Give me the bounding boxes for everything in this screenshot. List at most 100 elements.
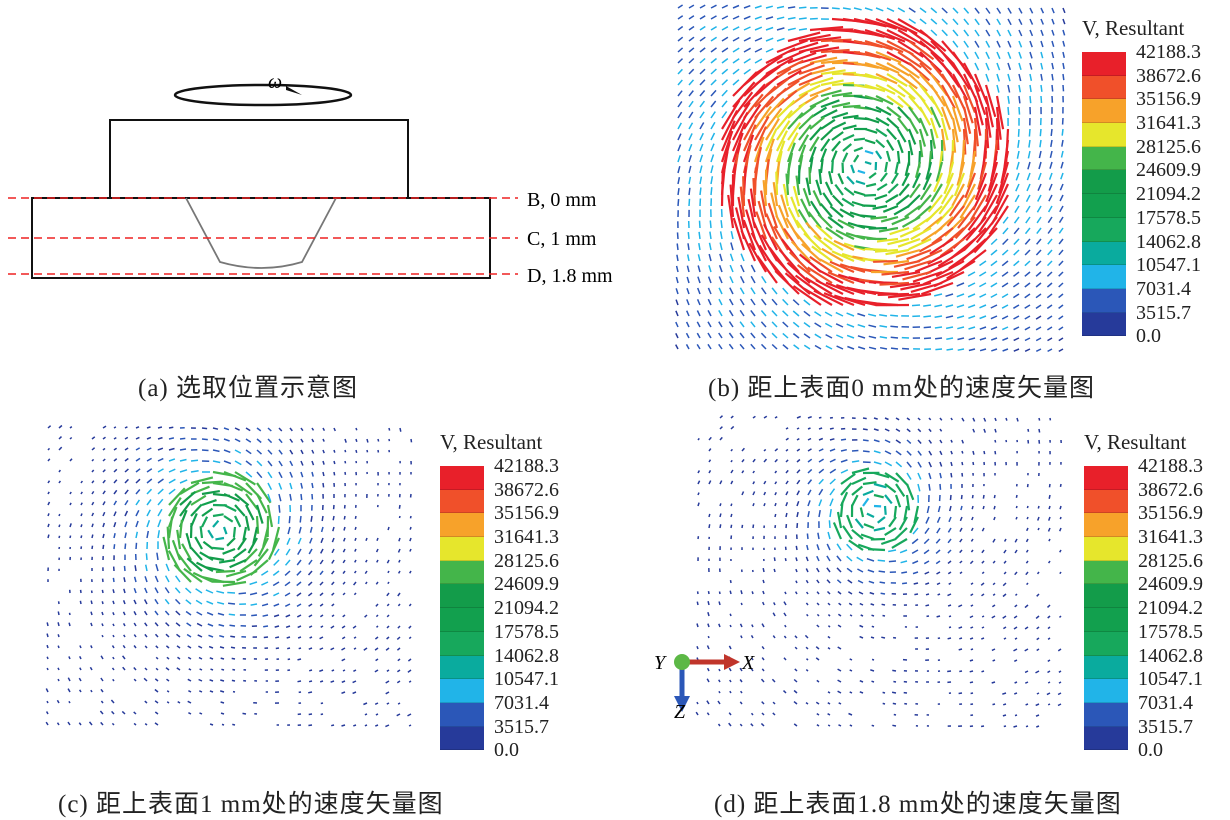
velocity-vector [751, 591, 754, 595]
caption-c: (c) 距上表面1 mm处的速度矢量图 [58, 791, 444, 818]
velocity-vector [1059, 505, 1062, 510]
velocity-vector [956, 304, 965, 309]
velocity-vector [926, 505, 930, 514]
velocity-vector [186, 633, 192, 638]
velocity-vector [754, 105, 772, 130]
velocity-vector [699, 100, 706, 108]
velocity-vector [959, 571, 963, 575]
velocity-vector [895, 439, 902, 444]
velocity-vector [135, 499, 141, 506]
velocity-vector [232, 526, 237, 538]
velocity-vector [102, 436, 106, 440]
velocity-vector [994, 450, 997, 455]
velocity-vector [256, 493, 268, 514]
velocity-vector [938, 194, 954, 215]
velocity-vector [985, 18, 991, 26]
velocity-vector [952, 29, 959, 37]
velocity-vector [1047, 337, 1053, 342]
rotation-arrowhead [286, 86, 302, 95]
velocity-vector [729, 590, 732, 595]
velocity-vector [857, 346, 866, 350]
velocity-vector [939, 472, 942, 479]
velocity-vector [879, 581, 886, 584]
velocity-vector [1001, 304, 1009, 309]
velocity-vector [398, 515, 401, 519]
velocity-vector [285, 614, 291, 618]
velocity-vector [874, 248, 899, 253]
velocity-vector [936, 527, 941, 534]
velocity-vector [699, 90, 706, 97]
velocity-vector [765, 128, 778, 152]
velocity-vector [123, 565, 126, 572]
velocity-vector [873, 526, 886, 532]
velocity-vector [1025, 703, 1029, 706]
legend-swatch [440, 513, 484, 538]
velocity-vector [706, 667, 710, 672]
velocity-vector [773, 568, 776, 573]
velocity-vector [760, 678, 765, 683]
velocity-vector [297, 658, 302, 661]
velocity-vector [762, 601, 765, 606]
velocity-vector [796, 427, 800, 430]
velocity-vector [111, 667, 115, 671]
velocity-vector [386, 559, 390, 564]
velocity-vector [910, 281, 943, 293]
velocity-vector [375, 614, 379, 618]
velocity-vector [155, 667, 159, 671]
velocity-vector [256, 460, 263, 467]
velocity-vector [688, 133, 693, 141]
velocity-vector [904, 205, 921, 218]
velocity-vector [863, 523, 875, 530]
velocity-vector [201, 449, 209, 452]
velocity-vector [962, 84, 977, 114]
velocity-vector [707, 623, 710, 628]
velocity-vector [800, 198, 811, 218]
velocity-vector [981, 593, 985, 597]
velocity-vector [215, 536, 225, 541]
velocity-vector [46, 667, 49, 671]
velocity-vector [981, 670, 985, 673]
velocity-vector [918, 238, 943, 253]
velocity-vector [112, 600, 115, 605]
velocity-vector [721, 99, 741, 130]
velocity-vector [146, 530, 150, 539]
velocity-vector [1051, 51, 1055, 59]
legend-swatch [440, 608, 484, 632]
velocity-vector [688, 165, 692, 174]
velocity-vector [1007, 106, 1010, 115]
velocity-vector [341, 680, 346, 683]
velocity-vector [782, 344, 789, 350]
velocity-vector [78, 722, 82, 726]
velocity-vector [223, 470, 247, 482]
velocity-vector [946, 337, 954, 340]
velocity-vector [829, 468, 837, 474]
velocity-vector [708, 459, 712, 463]
velocity-vector [1013, 238, 1020, 246]
velocity-vector [1003, 538, 1007, 542]
velocity-vector [207, 529, 214, 539]
velocity-vector [1046, 304, 1053, 310]
velocity-vector [984, 84, 997, 118]
legend-swatch [1084, 608, 1128, 632]
velocity-vector [837, 646, 842, 650]
velocity-vector [824, 311, 833, 317]
velocity-vector [1002, 348, 1009, 352]
velocity-vector [1049, 150, 1053, 158]
velocity-vector [157, 457, 164, 462]
velocity-vector [1013, 648, 1018, 652]
velocity-vector [1013, 315, 1020, 320]
velocity-vector [677, 111, 683, 119]
velocity-vector [1058, 326, 1064, 331]
velocity-vector [710, 47, 717, 53]
velocity-vector [1013, 626, 1018, 630]
legend-value: 7031.4 [494, 691, 549, 714]
velocity-vector [923, 315, 932, 318]
velocity-vector [959, 538, 963, 543]
velocity-vector [155, 656, 159, 660]
velocity-vector [710, 4, 717, 9]
velocity-vector [895, 428, 901, 433]
velocity-vector [699, 132, 704, 141]
velocity-vector [708, 513, 711, 518]
velocity-vector [952, 84, 966, 111]
velocity-vector [787, 102, 806, 119]
